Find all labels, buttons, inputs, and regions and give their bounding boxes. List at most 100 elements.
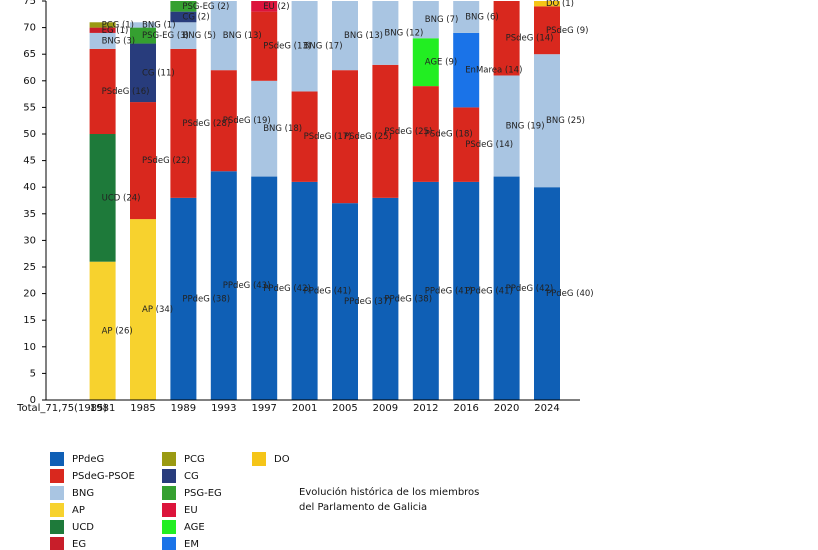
value-label: PSG-EG (2) — [182, 2, 229, 12]
bar-segment — [372, 64, 399, 198]
bar-segment — [291, 91, 318, 182]
y-tick-label: 15 — [23, 315, 36, 326]
legend-label: PSG-EG — [184, 488, 222, 499]
bar-segment — [493, 75, 520, 177]
value-label: PPdeG (42) — [506, 284, 554, 294]
y-tick-label: 0 — [30, 395, 36, 406]
legend-swatch — [50, 503, 64, 517]
bar-segment — [170, 22, 197, 49]
y-tick-label: 10 — [23, 342, 36, 353]
legend-swatch — [162, 486, 176, 500]
bar-segment — [534, 6, 560, 55]
bar-segment — [453, 107, 480, 182]
value-label: BNG (12) — [384, 28, 423, 38]
legend-label: AP — [72, 505, 85, 516]
y-tick-label: 25 — [23, 262, 36, 273]
y-tick-label: 55 — [23, 102, 36, 113]
legend-label: BNG — [72, 488, 94, 499]
bar-segment — [89, 22, 116, 28]
x-tick-label: 2020 — [494, 403, 519, 414]
value-label: PSdeG (17) — [304, 132, 352, 142]
legend-swatch — [50, 520, 64, 534]
y-tick-label: 50 — [23, 129, 36, 140]
value-label: PCG (1) — [102, 20, 134, 30]
bar-segment — [130, 27, 156, 44]
bar-segment — [89, 261, 116, 400]
value-label: PSdeG (22) — [142, 156, 190, 166]
value-label: PSdeG (19) — [223, 116, 271, 126]
bar-segment — [534, 1, 560, 7]
bar-segment — [412, 181, 439, 400]
legend-label: EM — [184, 539, 199, 550]
x-tick-label: 2024 — [534, 403, 559, 414]
value-label: PPdeG (41) — [425, 286, 473, 296]
value-label: PSdeG (25) — [384, 127, 432, 137]
bar-segment — [372, 1, 399, 65]
legend-label: UCD — [72, 522, 94, 533]
bar-segment — [89, 134, 116, 262]
bar-segment — [493, 176, 520, 400]
value-label: BNG (25) — [546, 116, 585, 126]
legend-label: DO — [274, 454, 290, 465]
bar-segment — [251, 176, 278, 400]
legend-label: PCG — [184, 454, 205, 465]
legend-label: PSdeG-PSOE — [72, 471, 135, 482]
value-label: PPdeG (41) — [465, 286, 513, 296]
value-label: CG (11) — [142, 68, 175, 78]
x-tick-label: 2012 — [413, 403, 438, 414]
x-tick-label: 2005 — [332, 403, 357, 414]
y-tick-label: 35 — [23, 209, 36, 220]
value-label: PPdeG (43) — [223, 281, 271, 291]
bar-segment — [291, 1, 318, 92]
legend-swatch — [50, 452, 64, 466]
value-label: BNG (19) — [506, 122, 545, 132]
bar-segment — [210, 1, 237, 71]
value-label: PPdeG (38) — [384, 294, 432, 304]
bar-segment — [130, 219, 156, 400]
x-tick-label: 2009 — [373, 403, 398, 414]
bar-segment — [534, 54, 560, 188]
x-tick-label: 1997 — [251, 403, 276, 414]
value-label: BNG (7) — [425, 15, 459, 25]
value-label: BNG (6) — [465, 12, 499, 22]
value-label: PSdeG (18) — [425, 130, 473, 140]
bar-segment — [130, 102, 156, 220]
x-tick-label: 1993 — [211, 403, 236, 414]
value-label: PSdeG (28) — [182, 119, 230, 129]
value-label: PSdeG (9) — [546, 26, 588, 36]
x-tick-label: 2016 — [453, 403, 478, 414]
value-label: BNG (17) — [304, 42, 343, 52]
value-label: PSdeG (14) — [506, 34, 554, 44]
bar-segment — [534, 187, 560, 400]
value-label: PPdeG (38) — [182, 294, 230, 304]
y-tick-label: 75 — [23, 0, 36, 7]
y-tick-label: 65 — [23, 49, 36, 60]
bar-segment — [372, 197, 399, 400]
y-tick-label: 5 — [30, 368, 36, 379]
value-label: PPdeG (42) — [263, 284, 311, 294]
bar-segment — [453, 1, 480, 33]
value-label: AGE (9) — [425, 58, 457, 68]
legend-swatch — [162, 537, 176, 550]
bar-segment — [332, 70, 358, 204]
value-label: BNG (18) — [263, 124, 302, 134]
value-label: BNG (13) — [223, 31, 262, 41]
bar-segment — [412, 38, 439, 87]
value-label: PSdeG (14) — [465, 140, 513, 150]
value-label: UCD (24) — [102, 193, 141, 203]
value-label: BNG (1) — [142, 20, 176, 30]
value-label: PPdeG (40) — [546, 289, 594, 299]
x-tick-label: 2001 — [292, 403, 317, 414]
value-label: PSdeG (16) — [102, 87, 150, 97]
bar-segment — [210, 171, 237, 400]
value-label: EG (1) — [102, 26, 129, 36]
y-tick-label: 45 — [23, 156, 36, 167]
bar-segment — [170, 197, 197, 400]
bar-segment — [170, 11, 197, 23]
bar-segment — [89, 32, 116, 49]
bar-segment — [89, 48, 116, 134]
legend-swatch — [162, 503, 176, 517]
value-label: EnMarea (14) — [465, 66, 522, 76]
y-tick-label: 40 — [23, 182, 36, 193]
